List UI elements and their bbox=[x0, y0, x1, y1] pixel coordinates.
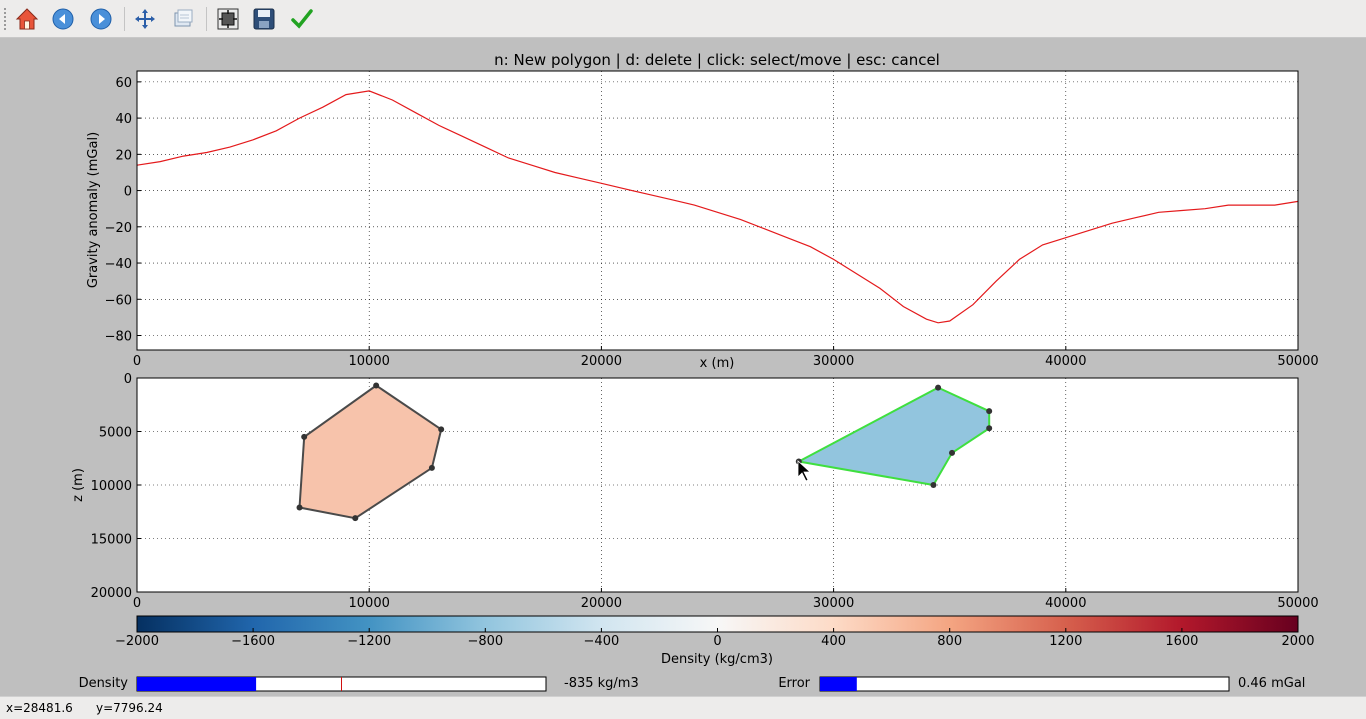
gravity-axes-frame bbox=[136, 70, 1299, 351]
pan-icon[interactable] bbox=[130, 4, 160, 34]
density-colorbar: −2000 −1600 −1200 −800 −400 0 400 800 1200 1600 20… bbox=[115, 615, 1315, 667]
gravity-x-tick-label: 30000 bbox=[813, 354, 854, 369]
polygon-vertex-handle[interactable] bbox=[949, 449, 956, 456]
gravity-x-tick-label: 0 bbox=[133, 354, 141, 369]
colorbar-tick-label: 2000 bbox=[1281, 634, 1314, 649]
model-x-tick-label: 20000 bbox=[581, 596, 622, 611]
model-x-tick-label: 40000 bbox=[1045, 596, 1086, 611]
gravity-y-tick-label: −80 bbox=[105, 330, 132, 345]
gravity-anomaly-line bbox=[136, 90, 1299, 324]
model-x-tick-label: 50000 bbox=[1277, 596, 1318, 611]
density-slider-value: -835 kg/m3 bbox=[564, 676, 639, 691]
model-y-tick-label: 5000 bbox=[99, 426, 132, 441]
model-y-tick-label: 20000 bbox=[91, 586, 132, 601]
colorbar-tick-label: −1600 bbox=[231, 634, 275, 649]
model-y-tick-label: 0 bbox=[124, 372, 132, 387]
gravity-y-tick-label: −40 bbox=[105, 257, 132, 272]
toolbar-grip[interactable] bbox=[4, 8, 6, 30]
model-y-tick-label: 15000 bbox=[91, 533, 132, 548]
colorbar-tick-label: 800 bbox=[937, 634, 962, 649]
error-slider-label: Error bbox=[778, 676, 810, 691]
home-icon[interactable] bbox=[12, 4, 42, 34]
colorbar-tick-label: 400 bbox=[821, 634, 846, 649]
finish-icon[interactable] bbox=[287, 4, 317, 34]
gravity-plot-area[interactable] bbox=[137, 71, 1298, 350]
colorbar-tick-label: −2000 bbox=[115, 634, 159, 649]
colorbar-tick-label: 1600 bbox=[1165, 634, 1198, 649]
polygon-vertex-handle[interactable] bbox=[986, 425, 993, 432]
polygon-vertex-handle[interactable] bbox=[930, 482, 937, 488]
model-x-tick-label: 30000 bbox=[813, 596, 854, 611]
gravity-x-tick-label: 10000 bbox=[349, 354, 390, 369]
gravity-y-tick-label: 0 bbox=[124, 185, 132, 200]
polygon-vertex-handle[interactable] bbox=[438, 426, 445, 433]
density-slider-fill[interactable] bbox=[137, 677, 257, 691]
zoom-icon[interactable] bbox=[168, 4, 198, 34]
toolbar-separator bbox=[124, 7, 125, 31]
density-slider[interactable]: Density -835 kg/m3 bbox=[79, 676, 639, 692]
colorbar-tick-label: 1200 bbox=[1049, 634, 1082, 649]
polygon-vertex-handle[interactable] bbox=[352, 515, 359, 522]
polygon-vertex-handle[interactable] bbox=[428, 464, 435, 471]
status-bar: x=28481.6 y=7796.24 bbox=[0, 696, 1366, 719]
polygon-vertex-handle[interactable] bbox=[373, 382, 380, 389]
polygon-vertex-handle[interactable] bbox=[986, 408, 993, 415]
colorbar-tick-label: 0 bbox=[713, 634, 721, 649]
colorbar-tick-label: −1200 bbox=[347, 634, 391, 649]
save-icon[interactable] bbox=[249, 4, 279, 34]
toolbar-separator bbox=[206, 7, 207, 31]
gravity-x-axis-label: x (m) bbox=[700, 356, 735, 371]
gravity-y-axis-label: Gravity anomaly (mGal) bbox=[86, 132, 101, 288]
gravity-y-tick-label: −60 bbox=[105, 293, 132, 308]
polygon-vertex-handle[interactable] bbox=[935, 384, 942, 391]
model-axes-frame bbox=[136, 377, 1299, 593]
gravity-y-tick-label: 20 bbox=[115, 148, 132, 163]
error-slider-track[interactable] bbox=[819, 676, 1230, 692]
figure-title: n: New polygon | d: delete | click: sele… bbox=[494, 51, 940, 69]
configure-subplots-icon[interactable] bbox=[213, 4, 243, 34]
mouse-cursor-icon bbox=[797, 460, 812, 482]
colorbar-tick-label: −800 bbox=[467, 634, 503, 649]
model-y-axis-label: z (m) bbox=[71, 468, 86, 502]
model-y-tick-label: 10000 bbox=[91, 479, 132, 494]
gravity-x-tick-label: 40000 bbox=[1045, 354, 1086, 369]
gravity-x-tick-label: 50000 bbox=[1277, 354, 1318, 369]
gravity-y-tick-label: 40 bbox=[115, 112, 132, 127]
density-slider-label: Density bbox=[79, 676, 129, 691]
navigation-toolbar bbox=[0, 0, 1366, 38]
forward-icon[interactable] bbox=[86, 4, 116, 34]
polygon-vertex-handle[interactable] bbox=[296, 504, 303, 511]
cursor-x-readout: x=28481.6 bbox=[6, 701, 73, 715]
error-slider-value: 0.46 mGal bbox=[1238, 676, 1305, 691]
cursor-y-readout: y=7796.24 bbox=[96, 701, 163, 715]
model-axes[interactable]: 0 10000 20000 30000 40000 50000 0 5000 10000 1500… bbox=[71, 372, 1319, 611]
polygon-vertex-handle[interactable] bbox=[301, 433, 308, 440]
gravity-x-tick-label: 20000 bbox=[581, 354, 622, 369]
gravity-y-tick-label: −20 bbox=[105, 221, 132, 236]
gravity-axes[interactable]: 0 10000 20000 30000 40000 50000 60 40 20 0 −20 −40 −… bbox=[86, 70, 1319, 371]
model-x-tick-label: 10000 bbox=[349, 596, 390, 611]
back-icon[interactable] bbox=[48, 4, 78, 34]
error-slider-fill[interactable] bbox=[820, 677, 857, 691]
colorbar-label: Density (kg/cm3) bbox=[661, 652, 773, 667]
error-slider[interactable]: Error 0.46 mGal bbox=[778, 676, 1305, 692]
model-x-tick-label: 0 bbox=[133, 596, 141, 611]
gravity-y-tick-label: 60 bbox=[115, 76, 132, 91]
colorbar-tick-label: −400 bbox=[584, 634, 620, 649]
figure-canvas[interactable]: n: New polygon | d: delete | click: sele… bbox=[0, 38, 1366, 696]
